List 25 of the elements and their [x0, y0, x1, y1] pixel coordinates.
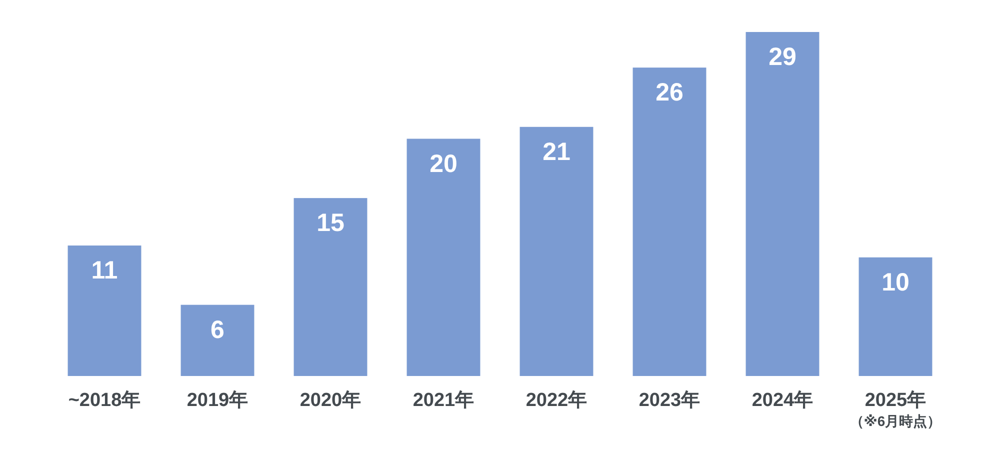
bar [406, 138, 480, 376]
data-label: 20 [430, 150, 458, 178]
data-label: 11 [91, 256, 118, 285]
bar [632, 68, 706, 376]
x-tick-label: 2019年 [186, 390, 248, 411]
x-tick-label: 2024年 [752, 390, 814, 411]
bar [294, 198, 368, 376]
bar [180, 304, 254, 376]
data-label: 15 [316, 209, 344, 238]
x-tick-label: 2022年 [526, 390, 588, 411]
x-tick-label: 2021年 [412, 390, 474, 411]
bar [520, 126, 594, 376]
x-tick-label: 2025年 [864, 390, 926, 411]
bar [68, 246, 142, 376]
data-label: 26 [656, 78, 684, 107]
x-tick-label: 2023年 [638, 390, 700, 411]
data-label: 10 [882, 268, 910, 296]
text: （※6月時点） [850, 413, 942, 429]
data-label: 6 [210, 316, 224, 344]
data-label: 21 [542, 138, 570, 166]
data-label: 29 [768, 43, 796, 71]
bar [746, 32, 820, 376]
x-tick-label: 2020年 [300, 390, 362, 411]
x-tick-label: ~2018年 [68, 390, 141, 411]
bar [858, 257, 932, 376]
